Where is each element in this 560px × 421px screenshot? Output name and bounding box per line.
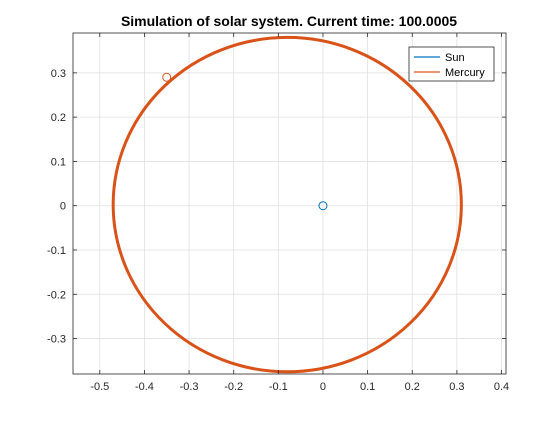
legend-label-mercury: Mercury — [445, 67, 485, 79]
y-tick-label: -0.3 — [47, 334, 66, 346]
orbit-path-mercury — [111, 35, 463, 374]
x-tick-label: -0.4 — [135, 381, 154, 393]
legend: Sun Mercury — [408, 46, 495, 82]
legend-box — [408, 46, 495, 82]
body-marker-mercury — [162, 72, 172, 82]
y-tick-label: 0.3 — [51, 68, 66, 80]
y-tick-label: 0 — [60, 201, 66, 213]
x-tick-label: 0.2 — [405, 381, 420, 393]
x-tick-label: 0 — [320, 381, 326, 393]
x-tick-label: 0.1 — [360, 381, 375, 393]
x-tick-label: -0.5 — [90, 381, 109, 393]
plot-series — [111, 35, 463, 374]
x-tick-label: -0.1 — [269, 381, 288, 393]
y-tick-label: 0.2 — [51, 112, 66, 124]
axis-ticks: -0.5 -0.4 -0.3 -0.2 -0.1 0 0.1 0.2 0.3 0.4 -0.3 -0.… — [47, 33, 509, 393]
y-tick-label: -0.2 — [47, 289, 66, 301]
y-tick-label: 0.1 — [51, 156, 66, 168]
x-tick-label: -0.3 — [180, 381, 199, 393]
x-tick-label: -0.2 — [224, 381, 243, 393]
x-tick-label: 0.4 — [494, 381, 509, 393]
chart-title: Simulation of solar system. Current time… — [121, 13, 457, 29]
body-marker-sun — [318, 201, 328, 211]
axes-box — [72, 32, 507, 375]
y-tick-label: -0.1 — [47, 245, 66, 257]
legend-label-sun: Sun — [445, 52, 465, 64]
x-tick-label: 0.3 — [449, 381, 464, 393]
